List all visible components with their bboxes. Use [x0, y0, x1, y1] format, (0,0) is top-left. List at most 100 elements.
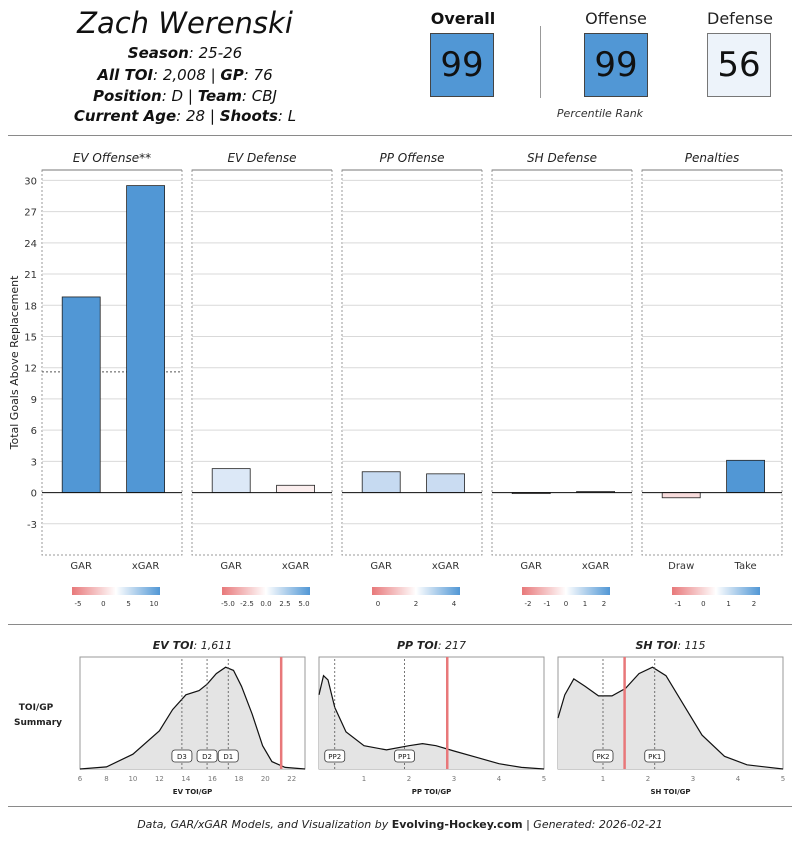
marker-badge-d2 — [196, 749, 218, 763]
y-tick-label: 12 — [24, 364, 37, 375]
color-scale-bar — [222, 587, 310, 595]
panel-ev-offense: EV Offense** GAR xGAR -5 0 5 10 — [41, 151, 183, 608]
marker-badge-pp1 — [394, 749, 415, 763]
y-tick-label: 0 — [31, 489, 37, 500]
bar-xgar — [276, 484, 316, 493]
x-tick-label: 12 — [155, 775, 164, 783]
panel-title: EV Offense** — [73, 151, 151, 165]
panel-title: EV Defense — [227, 151, 296, 165]
y-axis-label: Total Goals Above Replacement — [8, 275, 21, 450]
density-curve — [557, 666, 784, 770]
x-tick-label: 3 — [452, 775, 456, 783]
y-tick-label: 6 — [31, 426, 37, 437]
x-axis-label: PP TOI/GP — [412, 788, 451, 796]
middle-divider — [8, 624, 792, 625]
header-divider — [8, 135, 792, 136]
x-tick-label: GAR — [370, 561, 392, 572]
color-scale-tick: 0 — [564, 600, 568, 608]
color-scale-bar — [372, 587, 460, 595]
x-tick-label: xGAR — [432, 561, 460, 572]
x-tick-label: 1 — [601, 775, 605, 783]
season-line: Season: 25-26 — [127, 44, 243, 62]
defense-label: Defense — [707, 9, 773, 28]
bar-draw — [661, 492, 701, 499]
panel-pp-offense: PP Offense GAR xGAR 0 2 4 — [341, 151, 483, 608]
toi-panel-sh-toi: SH TOI: 115 PK2 PK1 1 2 3 4 5 SH TOI/GP — [557, 639, 785, 796]
y-tick-label: 27 — [24, 208, 37, 219]
color-scale-tick: 2 — [752, 600, 756, 608]
x-tick-label: 2 — [407, 775, 411, 783]
overall-percentile-box: 99 — [430, 33, 494, 97]
y-tick-label: 3 — [31, 457, 37, 468]
color-scale-tick: 2.5 — [279, 600, 290, 608]
color-scale-tick: 4 — [452, 600, 457, 608]
toi-side-label-1: TOI/GP — [19, 703, 54, 713]
color-scale-bar — [672, 587, 760, 595]
panel-frame — [341, 169, 483, 556]
density-area — [80, 667, 305, 769]
y-tick-label: 15 — [24, 332, 37, 343]
color-scale-tick: 5.0 — [298, 600, 309, 608]
x-tick-label: Take — [734, 561, 757, 572]
color-scale-tick: -1 — [544, 600, 551, 608]
color-scale-tick: 10 — [150, 600, 159, 608]
color-scale-tick: 1 — [583, 600, 587, 608]
defense-percentile-box: 56 — [707, 33, 771, 97]
color-scale-tick: 0 — [701, 600, 705, 608]
toi-panel-title: SH TOI: 115 — [635, 639, 705, 652]
x-tick-label: 4 — [497, 775, 502, 783]
x-tick-label: 5 — [781, 775, 785, 783]
x-tick-label: xGAR — [582, 561, 610, 572]
toi-gp-line: All TOI: 2,008 | GP: 76 — [97, 66, 273, 84]
x-tick-label: GAR — [520, 561, 542, 572]
x-tick-label: 8 — [104, 775, 108, 783]
offense-percentile-box: 99 — [584, 33, 648, 97]
marker-label-d1: D1 — [223, 753, 233, 761]
marker-label-pp1: PP1 — [398, 753, 411, 761]
y-tick-label: 21 — [24, 270, 37, 281]
y-tick-label: 30 — [24, 176, 37, 187]
color-scale-tick: 5 — [126, 600, 130, 608]
color-scale-tick: 0.0 — [260, 600, 271, 608]
panel-title: Penalties — [685, 151, 740, 165]
x-tick-label: 22 — [287, 775, 296, 783]
x-tick-label: 1 — [362, 775, 366, 783]
panel-frame — [191, 169, 333, 556]
x-tick-label: 4 — [736, 775, 741, 783]
y-tick-label: 9 — [31, 395, 37, 406]
marker-badge-pk2 — [592, 749, 614, 763]
x-axis-label: SH TOI/GP — [650, 788, 690, 796]
color-scale-tick: -5 — [75, 600, 82, 608]
footer-divider — [8, 806, 792, 807]
color-scale-tick: -5.0 — [221, 600, 235, 608]
marker-badge-d3 — [171, 749, 193, 763]
x-tick-label: GAR — [220, 561, 242, 572]
color-scale-tick: 2 — [602, 600, 606, 608]
x-tick-label: 3 — [691, 775, 695, 783]
color-scale-tick: 0 — [376, 600, 380, 608]
bar-xgar — [126, 185, 165, 493]
toi-panel-title: PP TOI: 217 — [397, 639, 466, 652]
marker-label-d2: D2 — [202, 753, 212, 761]
x-tick-label: 18 — [234, 775, 243, 783]
bar-xgar — [426, 473, 466, 493]
panel-frame — [491, 169, 633, 556]
bar-take — [726, 459, 765, 493]
player-name: Zach Werenski — [77, 6, 293, 40]
position-team-line: Position: D | Team: CBJ — [93, 87, 277, 105]
color-scale-bar — [522, 587, 610, 595]
marker-label-pp2: PP2 — [328, 753, 341, 761]
color-scale-tick: -2 — [525, 600, 532, 608]
x-tick-label: 16 — [208, 775, 217, 783]
x-tick-label: 5 — [542, 775, 546, 783]
color-scale-tick: -2.5 — [240, 600, 254, 608]
toi-panel-pp-toi: PP TOI: 217 PP2 PP1 1 2 3 4 5 PP TOI/GP — [318, 639, 546, 796]
marker-label-d3: D3 — [177, 753, 187, 761]
age-shoots-line: Current Age: 28 | Shoots: L — [73, 107, 297, 125]
panel-ev-defense: EV Defense GAR xGAR -5.0 -2.5 0.0 2.5 5.0 — [191, 151, 333, 608]
y-tick-label: 24 — [24, 239, 37, 250]
y-tick-label: 18 — [24, 301, 37, 312]
marker-badge-pp2 — [324, 749, 346, 763]
x-tick-label: 10 — [128, 775, 137, 783]
